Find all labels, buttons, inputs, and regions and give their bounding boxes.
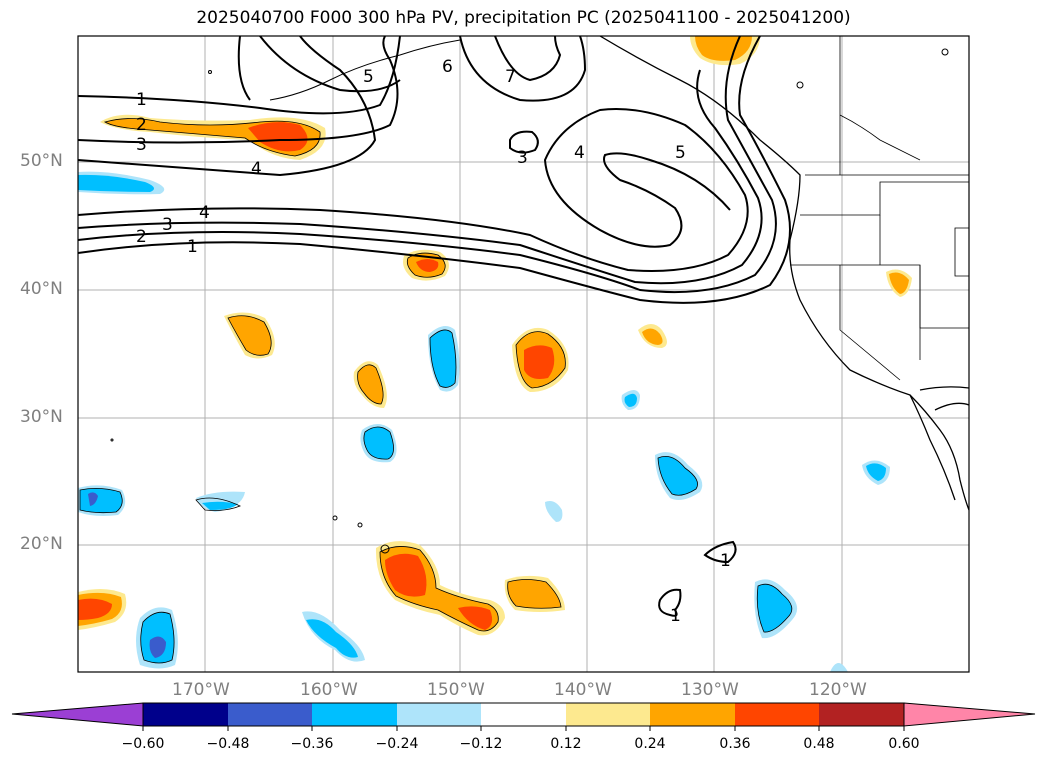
islands [110,39,949,554]
colorbar-segment [819,703,904,726]
pv-contours [78,36,791,617]
contour-label: 3 [136,135,147,155]
colorbar-tick: 0.24 [634,736,666,752]
colorbar-tick: 0.60 [888,736,920,752]
lat-label-40n: 40°N [20,279,63,299]
contour-label: 5 [363,67,374,87]
lon-label-150w: 150°W [427,680,485,700]
colorbar-segment [481,703,566,726]
contour-label: 4 [199,203,210,223]
colorbar-tick: −0.48 [206,736,250,752]
colorbar-segment [735,703,819,726]
colorbar-extend-max [903,702,1036,727]
colorbar-segment [228,703,312,726]
contour-label: 3 [162,215,173,235]
contour-label: 1 [136,90,147,110]
colorbar-segment [143,703,228,726]
colorbar [11,702,1036,731]
colorbar-tick: −0.24 [375,736,419,752]
colorbar-extend-min [11,702,144,727]
contour-label: 3 [517,148,528,168]
precip-outlines [79,118,793,664]
lat-label-30n: 30°N [20,407,63,427]
contour-label: 2 [136,115,147,135]
state-borders [790,36,969,381]
lon-label-130w: 130°W [681,680,739,700]
colorbar-tick: −0.12 [459,736,503,752]
lon-label-160w: 160°W [300,680,358,700]
contour-label: 4 [574,143,585,163]
colorbar-segment [566,703,650,726]
contour-label: 2 [136,227,147,247]
colorbar-tick: −0.36 [290,736,334,752]
contour-label: 6 [442,57,453,77]
lon-label-170w: 170°W [172,680,230,700]
lat-label-20n: 20°N [20,534,63,554]
colorbar-segment [312,703,397,726]
map-frame [77,35,970,673]
contour-label: 4 [251,159,262,179]
contour-label: 7 [505,67,516,87]
lat-label-50n: 50°N [20,151,63,171]
contour-label-group: 1 2 3 4 5 6 7 1 2 3 4 3 4 5 1 1 [136,57,731,626]
colorbar-segment [397,703,481,726]
contour-label: 1 [720,551,731,571]
colorbar-segment [650,703,735,726]
colorbar-tick: −0.60 [121,736,165,752]
map-title: 2025040700 F000 300 hPa PV, precipitatio… [196,8,851,28]
colorbar-tick: 0.36 [719,736,751,752]
contour-label: 5 [675,143,686,163]
colorbar-tick: 0.12 [550,736,582,752]
colorbar-tick: 0.48 [803,736,835,752]
precipitation-shading [78,36,912,672]
gridlines [78,36,969,672]
contour-label: 1 [670,606,681,626]
coastlines [599,36,969,511]
lon-label-120w: 120°W [809,680,867,700]
contour-label: 1 [187,237,198,257]
lon-label-140w: 140°W [554,680,612,700]
